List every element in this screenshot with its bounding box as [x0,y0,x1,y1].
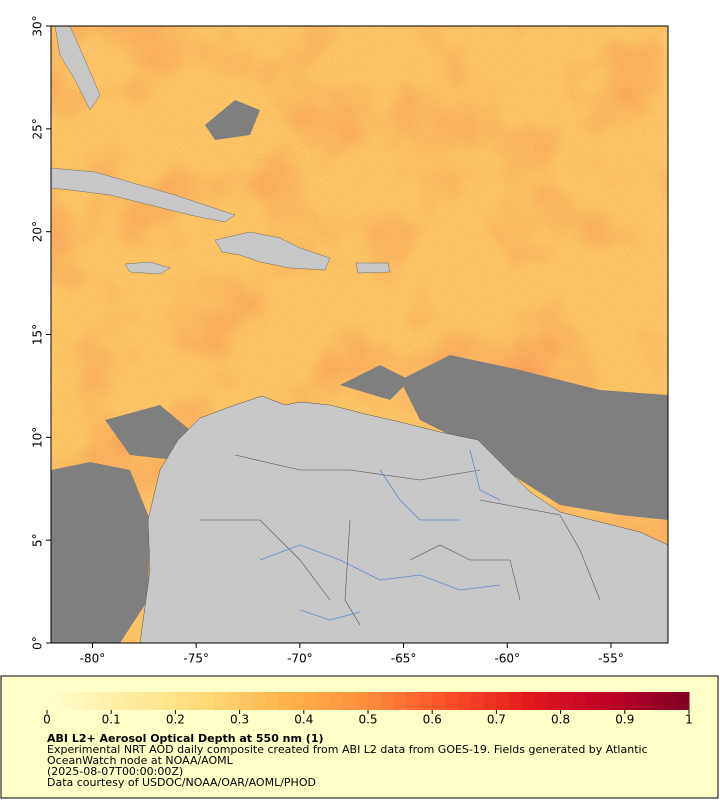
colorbar-tick-label: 0.3 [230,713,249,727]
colorbar-swatch [136,692,151,710]
no-data-region [105,405,190,460]
colorbar-swatch [239,692,253,710]
colorbar-tick-label: 0.4 [294,713,313,727]
colorbar: 0 0.1 0.2 0.3 0.4 0.5 0.6 0.7 0.8 0.9 1 [43,692,693,727]
legend-note: Data courtesy of USDOC/NOAA/OAR/AOML/PHO… [47,776,316,789]
colorbar-swatch [278,692,292,710]
colorbar-swatch [201,692,215,710]
cuba [51,167,236,223]
colorbar-swatch [290,692,305,710]
colorbar-swatch [329,692,343,710]
colorbar-tick-label: 0.2 [166,713,185,727]
colorbar-swatch [470,692,485,710]
colorbar-swatch [650,692,664,710]
colorbar-tick-label: 0.5 [358,713,377,727]
colorbar-swatch [445,692,459,710]
legend-title: ABI L2+ Aerosol Optical Depth at 550 nm … [47,732,324,745]
colorbar-swatch [676,692,690,710]
colorbar-swatch [483,692,497,710]
colorbar-swatch [162,692,176,710]
colorbar-swatch [611,692,626,710]
colorbar-swatch [586,692,600,710]
no-data-region [340,365,410,400]
y-tick-label: 25° [31,118,45,139]
colorbar-tick-label: 0.9 [615,713,634,727]
y-tick-label: 10° [31,427,45,448]
x-tick-label: -80° [80,652,106,666]
y-tick-label: 5° [31,533,45,547]
colorbar-swatch [252,692,266,710]
colorbar-swatch [85,692,99,710]
colorbar-swatch [188,692,202,710]
colorbar-tick-label: 0.6 [423,713,442,727]
map-area [51,26,668,643]
colorbar-swatch [368,692,382,710]
colorbar-swatch [380,692,395,710]
colorbar-swatch [124,692,138,710]
colorbar-swatch [72,692,87,710]
x-tick-label: -60° [494,652,520,666]
y-tick-label: 0° [31,636,45,650]
legend-note: OceanWatch node at NOAA/AOML [47,754,234,767]
rivers [259,449,501,621]
colorbar-swatch [522,692,536,710]
colorbar-tick-label: 1 [685,713,693,727]
puerto-rico [355,262,391,274]
hispaniola [214,231,331,271]
colorbar-swatch [560,692,574,710]
colorbar-swatch [432,692,446,710]
colorbar-tick-label: 0.7 [487,713,506,727]
colorbar-swatch [111,692,125,710]
colorbar-swatch [213,692,228,710]
colorbar-swatch [393,692,408,710]
y-tick-label: 20° [31,221,45,242]
y-tick-label: 30° [31,15,45,36]
x-tick-label: -75° [183,652,209,666]
colorbar-swatch [534,692,549,710]
colorbar-swatch [265,692,279,710]
colorbar-swatch [406,692,420,710]
x-tick-label: -65° [391,652,417,666]
colorbar-swatch [59,692,74,710]
colorbar-tick-label: 0.1 [102,713,121,727]
colorbar-swatch [47,692,61,710]
jamaica [124,261,171,275]
colorbar-swatch [303,692,318,710]
colorbar-swatch [149,692,164,710]
colorbar-swatch [175,692,189,710]
axes: -80° -75° -70° -65° -60° -55° 0° 5° 10° 15° 20° 25°… [31,15,624,665]
florida [54,26,101,111]
colorbar-tick-label: 0.8 [551,713,570,727]
colorbar-swatch [226,692,241,710]
colorbar-swatch [663,692,677,710]
colorbar-swatch [509,692,523,710]
colorbar-tick-label: 0 [43,713,51,727]
no-data-region [400,355,668,520]
colorbar-swatch [599,692,613,710]
colorbar-swatch [98,692,112,710]
colorbar-swatch [573,692,587,710]
legend-note: Experimental NRT AOD daily composite cre… [47,743,648,756]
colorbar-swatch [547,692,562,710]
no-data-region [51,462,150,643]
colorbar-swatch [316,692,330,710]
colorbar-swatch [457,692,472,710]
colorbar-swatch [496,692,510,710]
colorbar-swatch [419,692,433,710]
borders [200,454,601,626]
south-america [139,395,668,643]
colorbar-swatch [624,692,639,710]
legend-note: (2025-08-07T00:00:00Z) [47,765,183,778]
y-tick-label: 15° [31,324,45,345]
x-tick-label: -70° [287,652,313,666]
colorbar-swatch [355,692,369,710]
no-data-region [205,100,260,140]
colorbar-swatch [342,692,356,710]
colorbar-swatch [637,692,651,710]
x-tick-label: -55° [598,652,624,666]
